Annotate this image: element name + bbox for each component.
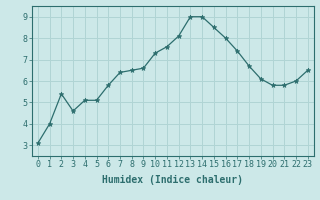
X-axis label: Humidex (Indice chaleur): Humidex (Indice chaleur)	[102, 175, 243, 185]
